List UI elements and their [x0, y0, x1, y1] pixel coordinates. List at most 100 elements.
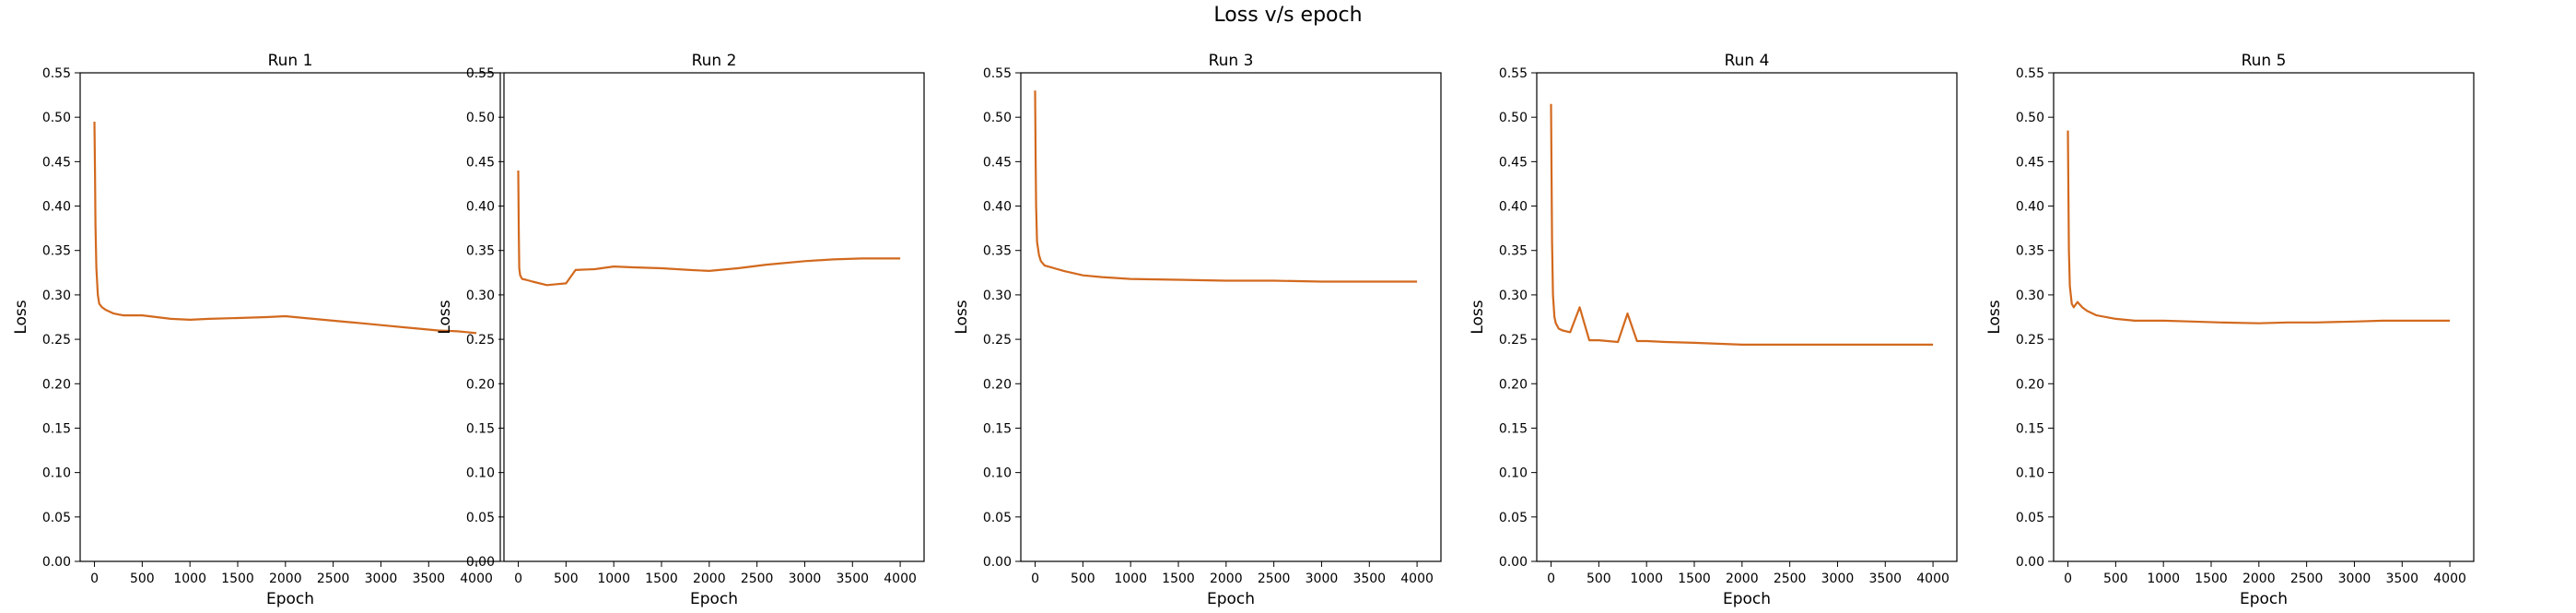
- y-tick-label: 0.40: [983, 200, 1012, 215]
- y-tick-label: 0.30: [983, 289, 1012, 303]
- y-tick-label: 0.10: [2016, 466, 2044, 481]
- y-axis-label: Loss: [436, 300, 454, 334]
- x-tick-label: 2500: [741, 572, 774, 586]
- y-tick-label: 0.05: [42, 511, 71, 525]
- y-axis-label: Loss: [1469, 300, 1487, 334]
- x-tick-label: 3500: [412, 572, 445, 586]
- x-axis-label: Epoch: [266, 590, 314, 608]
- y-tick-label: 0.55: [466, 66, 495, 81]
- y-tick-label: 0.20: [42, 377, 71, 392]
- y-tick-label: 0.10: [1499, 466, 1528, 481]
- subplot-3: Run 3 0.00 0.05 0.10 0.15 0.20 0.25 0.30 0.35 0.4…: [953, 52, 1442, 608]
- y-tick-label: 0.15: [1499, 421, 1528, 436]
- x-tick-label: 1500: [1162, 572, 1195, 586]
- y-tick-label: 0.40: [466, 200, 495, 215]
- y-tick-label: 0.35: [983, 244, 1012, 259]
- x-tick-label: 3500: [1352, 572, 1386, 586]
- x-tick-label: 0: [1547, 572, 1555, 586]
- y-tick-label: 0.35: [466, 244, 495, 259]
- y-tick-label: 0.30: [1499, 289, 1528, 303]
- x-tick-label: 3000: [789, 572, 822, 586]
- y-tick-label: 0.25: [983, 333, 1012, 348]
- y-tick-label: 0.05: [983, 511, 1012, 525]
- y-tick-label: 0.40: [1499, 200, 1528, 215]
- y-tick-label: 0.00: [42, 555, 71, 570]
- x-tick-label: 3500: [2385, 572, 2418, 586]
- y-tick-label: 0.40: [42, 200, 71, 215]
- x-tick-label: 2500: [1258, 572, 1291, 586]
- x-tick-label: 0: [90, 572, 99, 586]
- x-tick-label: 2000: [693, 572, 726, 586]
- axes-frame: [503, 72, 925, 562]
- x-tick-label: 2500: [2290, 572, 2324, 586]
- y-tick-label: 0.40: [2016, 200, 2044, 215]
- x-tick-label: 1000: [597, 572, 630, 586]
- x-tick-label: 1000: [1630, 572, 1663, 586]
- subplot-title: Run 3: [1209, 52, 1254, 70]
- x-axis-label: Epoch: [1723, 590, 1771, 608]
- y-tick-label: 0.15: [2016, 421, 2044, 436]
- y-tick-label: 0.55: [983, 66, 1012, 81]
- loss-line: [517, 170, 901, 287]
- x-tick-label: 500: [130, 572, 155, 586]
- x-tick-label: 1000: [2147, 572, 2180, 586]
- x-tick-label: 2500: [1774, 572, 1807, 586]
- x-tick-label: 500: [1071, 572, 1095, 586]
- y-tick-label: 0.00: [1499, 555, 1528, 570]
- y-tick-label: 0.55: [42, 66, 71, 81]
- loss-line: [1034, 90, 1418, 283]
- figure-title: Loss v/s epoch: [1213, 4, 1363, 27]
- y-tick-label: 0.15: [983, 421, 1012, 436]
- subplot-4: Run 4 0.00 0.05 0.10 0.15 0.20 0.25 0.30 0.35 0.4…: [1469, 52, 1958, 608]
- y-tick-label: 0.45: [42, 155, 71, 170]
- y-tick-label: 0.15: [42, 421, 71, 436]
- y-tick-label: 0.05: [466, 511, 495, 525]
- x-tick-label: 1500: [221, 572, 254, 586]
- subplot-1: Run 1 0.00 0.05 0.10 0.15 0.20 0.25 0.30 0.35 0.4…: [12, 52, 501, 608]
- x-tick-label: 500: [2103, 572, 2128, 586]
- x-tick-label: 1500: [1678, 572, 1711, 586]
- x-tick-label: 1000: [1114, 572, 1147, 586]
- x-tick-label: 4000: [1400, 572, 1434, 586]
- y-tick-label: 0.50: [2016, 111, 2044, 125]
- y-tick-label: 0.25: [466, 333, 495, 348]
- loss-line: [93, 121, 477, 335]
- x-tick-label: 2000: [269, 572, 302, 586]
- y-tick-label: 0.00: [466, 555, 495, 570]
- x-tick-label: 2000: [1726, 572, 1759, 586]
- y-tick-label: 0.20: [1499, 377, 1528, 392]
- loss-line: [1550, 103, 1934, 346]
- y-tick-label: 0.20: [983, 377, 1012, 392]
- x-axis-label: Epoch: [2240, 590, 2288, 608]
- y-tick-label: 0.50: [1499, 111, 1528, 125]
- x-axis-label: Epoch: [690, 590, 738, 608]
- x-tick-label: 3000: [365, 572, 398, 586]
- x-tick-label: 500: [1587, 572, 1611, 586]
- y-tick-label: 0.25: [1499, 333, 1528, 348]
- y-axis-label: Loss: [1985, 300, 2004, 334]
- y-tick-label: 0.30: [42, 289, 71, 303]
- x-tick-label: 4000: [2433, 572, 2466, 586]
- x-tick-label: 3000: [1306, 572, 1339, 586]
- y-tick-label: 0.35: [1499, 244, 1528, 259]
- subplot-5: Run 5 0.00 0.05 0.10 0.15 0.20 0.25 0.30 0.35 0.4…: [1985, 52, 2475, 608]
- axes-frame: [2053, 72, 2475, 562]
- axes-frame: [1020, 72, 1442, 562]
- y-tick-label: 0.10: [42, 466, 71, 481]
- y-tick-label: 0.35: [2016, 244, 2044, 259]
- x-tick-label: 1500: [2195, 572, 2228, 586]
- y-tick-label: 0.30: [466, 289, 495, 303]
- y-tick-label: 0.25: [2016, 333, 2044, 348]
- x-tick-label: 3000: [1821, 572, 1855, 586]
- y-tick-label: 0.30: [2016, 289, 2044, 303]
- x-tick-label: 3500: [836, 572, 869, 586]
- loss-line: [2067, 130, 2451, 324]
- x-tick-label: 4000: [884, 572, 917, 586]
- y-tick-label: 0.05: [1499, 511, 1528, 525]
- y-tick-label: 0.50: [466, 111, 495, 125]
- x-tick-label: 2500: [317, 572, 350, 586]
- x-tick-label: 2000: [1210, 572, 1243, 586]
- subplot-title: Run 5: [2242, 52, 2287, 70]
